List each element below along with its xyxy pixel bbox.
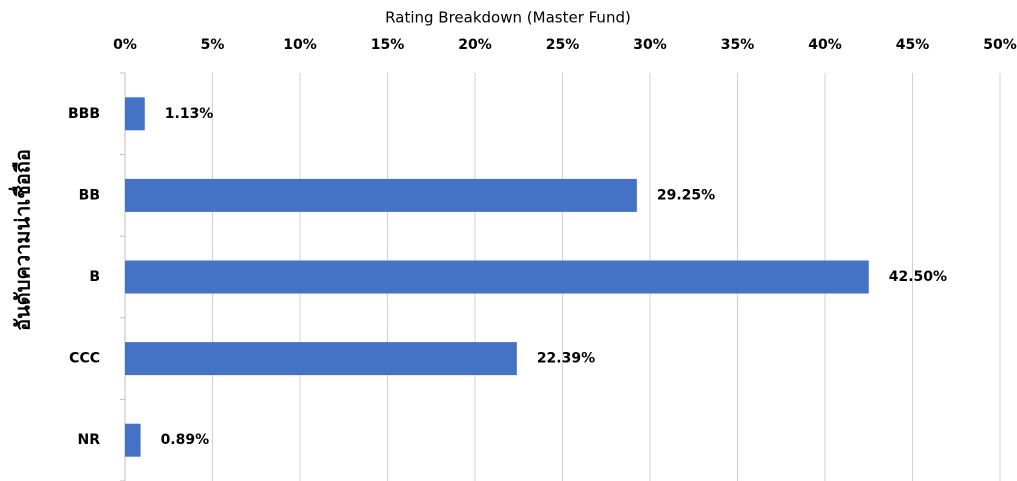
x-tick-label: 20% [458, 37, 492, 53]
x-tick-label: 35% [721, 37, 755, 53]
x-tick-label: 45% [896, 37, 930, 53]
bar [125, 342, 517, 376]
bar [125, 178, 637, 212]
data-label: 0.89% [161, 432, 210, 448]
x-tick-label: 25% [546, 37, 580, 53]
x-tick-label: 50% [983, 37, 1017, 53]
y-tick-label: BB [79, 187, 100, 203]
x-tick-label: 40% [808, 37, 842, 53]
y-tick-label: CCC [69, 351, 100, 367]
y-tick-label: B [89, 269, 100, 285]
x-tick-label: 0% [113, 37, 137, 53]
y-tick-label: NR [78, 432, 101, 448]
bar [125, 97, 145, 131]
x-tick-label: 5% [201, 37, 225, 53]
y-axis-title: อันดับความน่าเชื่อถือ [8, 149, 35, 331]
y-tick-label: BBB [68, 106, 100, 122]
data-label: 42.50% [889, 269, 947, 285]
x-tick-label: 30% [633, 37, 667, 53]
data-label: 22.39% [537, 351, 595, 367]
x-tick-label: 15% [371, 37, 405, 53]
chart-title: Rating Breakdown (Master Fund) [385, 9, 631, 27]
bar [125, 260, 869, 294]
bar [125, 423, 141, 457]
x-tick-label: 10% [283, 37, 317, 53]
data-label: 29.25% [657, 187, 715, 203]
data-label: 1.13% [165, 106, 214, 122]
